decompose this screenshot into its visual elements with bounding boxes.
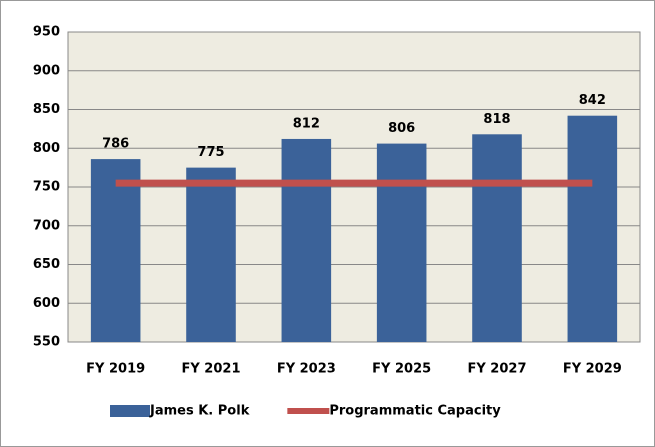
- data-label: 806: [388, 121, 415, 136]
- data-label: 818: [483, 112, 510, 127]
- y-tick-label: 700: [33, 218, 60, 233]
- y-tick-label: 600: [33, 296, 60, 311]
- data-label: 775: [197, 145, 224, 160]
- x-tick-label: FY 2029: [563, 362, 622, 377]
- y-tick-label: 550: [33, 335, 60, 350]
- bar: [567, 115, 618, 342]
- y-tick-label: 800: [33, 141, 60, 156]
- x-tick-label: FY 2019: [86, 362, 145, 377]
- x-tick-label: FY 2021: [181, 362, 240, 377]
- y-tick-label: 750: [33, 180, 60, 195]
- y-tick-label: 950: [33, 25, 60, 40]
- bar: [90, 159, 141, 342]
- legend-label: James K. Polk: [149, 404, 250, 419]
- bar: [376, 143, 427, 342]
- bar: [281, 138, 332, 342]
- bar: [472, 134, 522, 342]
- legend-label: Programmatic Capacity: [329, 404, 501, 419]
- data-label: 812: [293, 116, 320, 131]
- y-tick-label: 850: [33, 102, 60, 117]
- y-tick-label: 650: [33, 257, 60, 272]
- y-tick-label: 900: [33, 63, 60, 78]
- x-tick-label: FY 2027: [467, 362, 526, 377]
- x-tick-label: FY 2023: [277, 362, 336, 377]
- data-label: 786: [102, 137, 129, 152]
- data-label: 842: [579, 93, 606, 108]
- bar: [186, 167, 236, 342]
- x-tick-label: FY 2025: [372, 362, 431, 377]
- legend-swatch: [110, 405, 150, 417]
